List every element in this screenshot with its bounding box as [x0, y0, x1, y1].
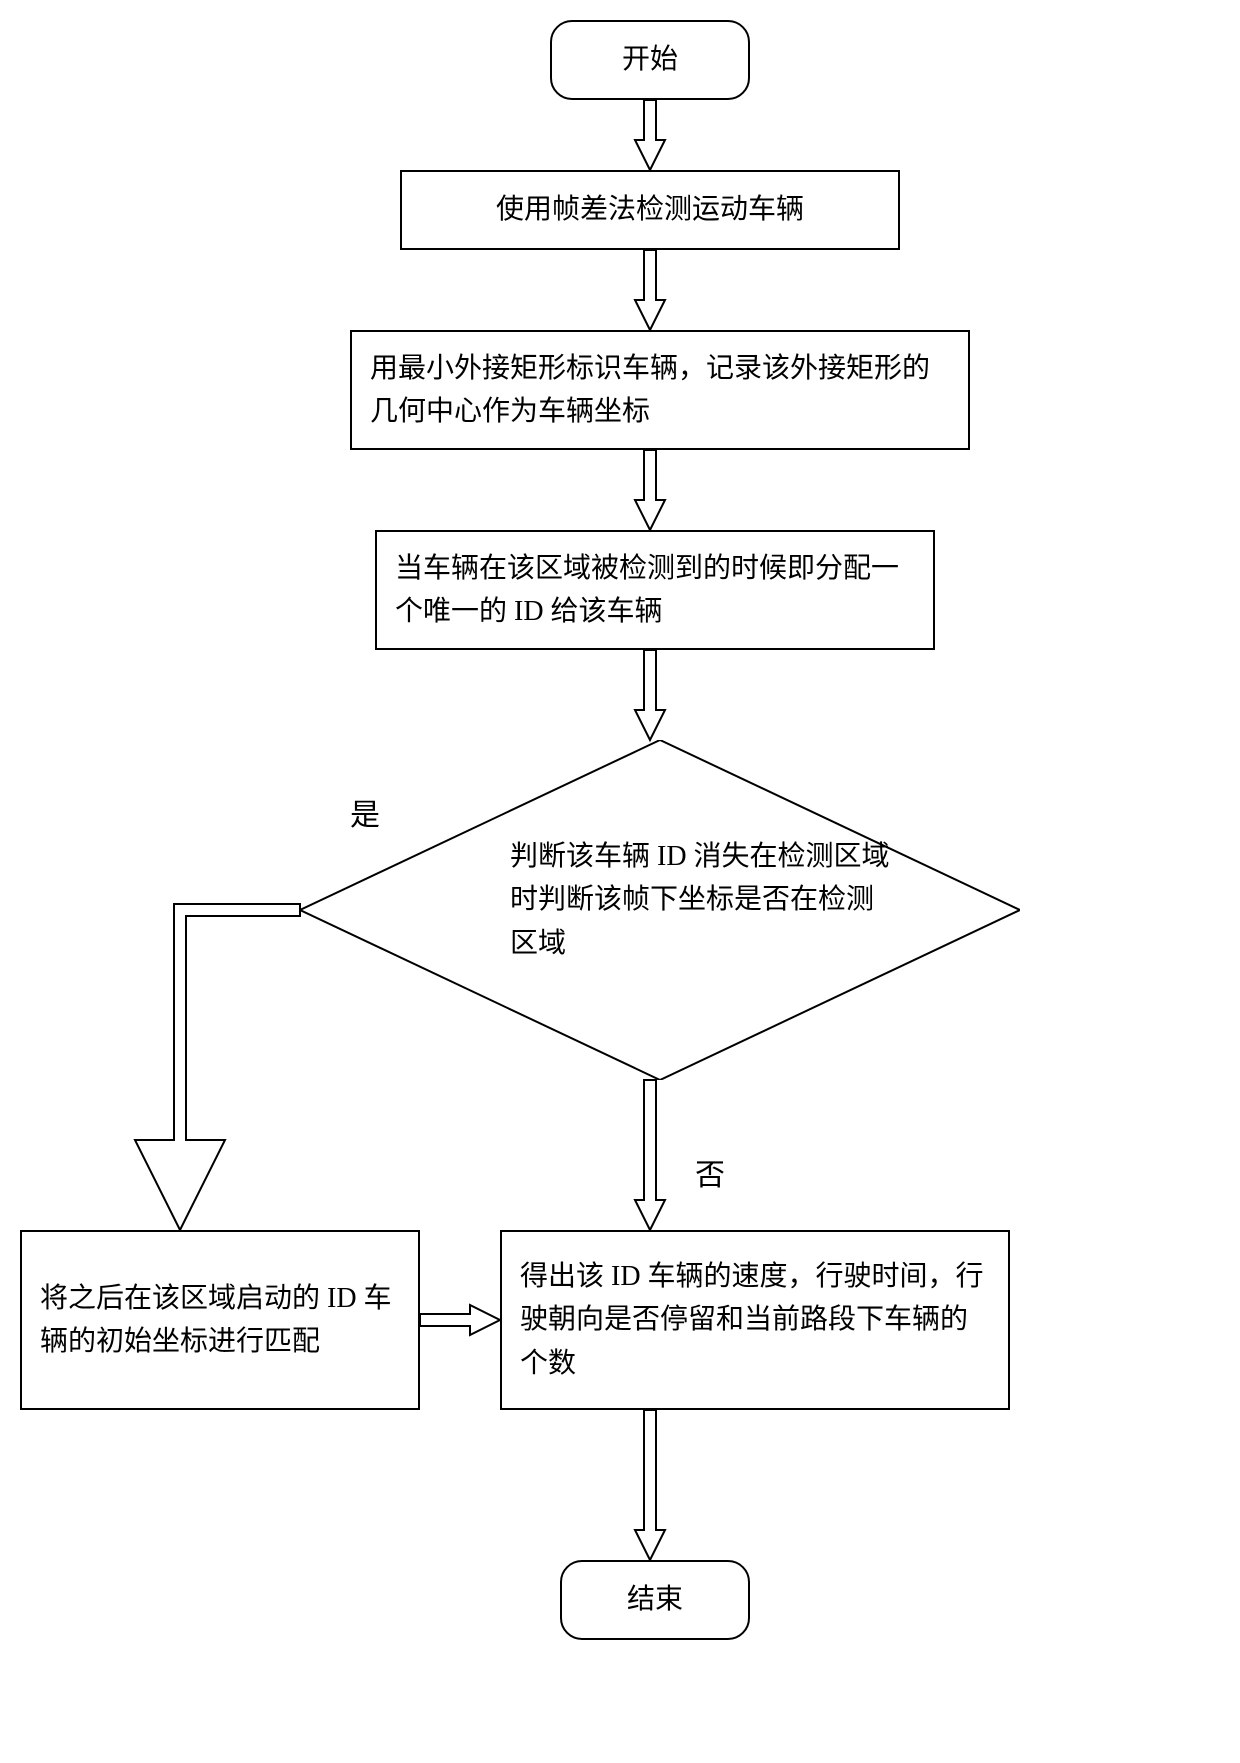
flow-step-detect-label: 使用帧差法检测运动车辆	[496, 188, 804, 231]
flow-step-assign-id-label: 当车辆在该区域被检测到的时候即分配一个唯一的 ID 给该车辆	[395, 547, 915, 634]
flow-branch-match-label: 将之后在该区域启动的 ID 车辆的初始坐标进行匹配	[40, 1277, 400, 1364]
flow-start-label: 开始	[622, 38, 678, 81]
flow-decision-label: 判断该车辆 ID 消失在检测区域时判断该帧下坐标是否在检测区域	[510, 835, 900, 965]
flow-end: 结束	[560, 1560, 750, 1640]
flow-step-result-label: 得出该 ID 车辆的速度，行驶时间，行驶朝向是否停留和当前路段下车辆的个数	[520, 1255, 990, 1385]
flow-branch-match: 将之后在该区域启动的 ID 车辆的初始坐标进行匹配	[20, 1230, 420, 1410]
flow-end-label: 结束	[627, 1578, 683, 1621]
flow-step-assign-id: 当车辆在该区域被检测到的时候即分配一个唯一的 ID 给该车辆	[375, 530, 935, 650]
flow-step-detect: 使用帧差法检测运动车辆	[400, 170, 900, 250]
edge-label-no: 否	[695, 1150, 725, 1194]
edge-label-yes: 是	[350, 790, 380, 834]
flow-step-bbox: 用最小外接矩形标识车辆，记录该外接矩形的几何中心作为车辆坐标	[350, 330, 970, 450]
flow-step-bbox-label: 用最小外接矩形标识车辆，记录该外接矩形的几何中心作为车辆坐标	[370, 347, 950, 434]
flow-start: 开始	[550, 20, 750, 100]
flow-step-result: 得出该 ID 车辆的速度，行驶时间，行驶朝向是否停留和当前路段下车辆的个数	[500, 1230, 1010, 1410]
flow-decision: 判断该车辆 ID 消失在检测区域时判断该帧下坐标是否在检测区域	[300, 740, 1020, 1080]
